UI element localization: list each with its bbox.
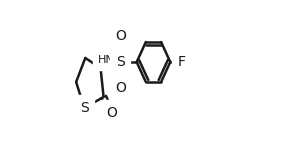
Text: F: F	[178, 55, 186, 69]
Text: O: O	[115, 81, 126, 95]
Text: O: O	[115, 29, 126, 43]
Text: S: S	[116, 55, 125, 69]
Text: S: S	[80, 101, 89, 115]
Text: HN: HN	[98, 55, 115, 65]
Text: O: O	[106, 106, 117, 120]
